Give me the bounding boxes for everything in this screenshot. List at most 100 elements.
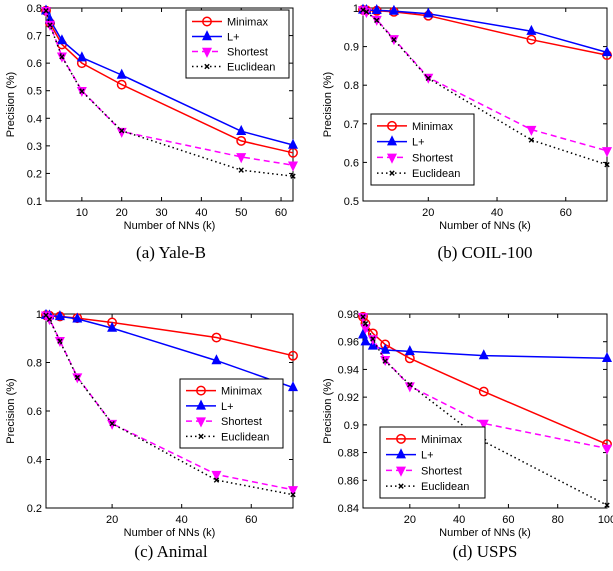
- data-point: [382, 358, 388, 364]
- data-point: [236, 124, 247, 135]
- legend-marker: [396, 433, 406, 444]
- data-point: [43, 8, 49, 14]
- legend-label: Minimax: [421, 434, 462, 446]
- x-tick-label: 100: [598, 514, 613, 526]
- data-point: [478, 386, 489, 397]
- panel-caption: (d) USPS: [453, 542, 518, 561]
- legend-marker: [196, 385, 206, 396]
- data-point: [211, 470, 222, 481]
- legend-marker: [201, 30, 213, 41]
- data-point: [57, 338, 63, 344]
- data-point: [107, 419, 118, 430]
- y-tick-label: 0.98: [338, 309, 359, 321]
- data-point: [79, 88, 85, 94]
- data-point: [288, 350, 298, 361]
- y-tick-label: 0.9: [344, 42, 359, 54]
- y-tick-label: 0.92: [338, 392, 359, 404]
- data-point: [360, 335, 371, 346]
- legend: Minimax L+ Shortest Euclidean: [379, 426, 486, 499]
- x-tick-label: 30: [155, 207, 167, 219]
- y-tick-label: 0.9: [344, 420, 359, 432]
- data-point: [526, 34, 537, 45]
- data-point: [357, 328, 369, 339]
- data-point: [526, 24, 537, 35]
- data-point: [107, 321, 118, 332]
- legend-label: Shortest: [412, 152, 453, 164]
- data-point: [370, 336, 376, 342]
- legend-marker: [395, 466, 407, 477]
- data-point: [287, 161, 299, 172]
- x-axis-label: Number of NNs (k): [439, 220, 531, 232]
- legend-marker: [386, 135, 398, 146]
- legend-label: L+: [412, 137, 425, 149]
- data-point: [360, 314, 366, 320]
- panel-caption: (a) Yale-B: [136, 243, 206, 262]
- data-point: [116, 127, 127, 138]
- x-tick-label: 80: [552, 514, 564, 526]
- y-axis-label: Precision (%): [322, 72, 334, 137]
- x-tick-label: 40: [491, 207, 503, 219]
- legend-label: L+: [221, 401, 234, 413]
- data-point: [211, 332, 222, 343]
- x-tick-label: 60: [245, 514, 257, 526]
- y-tick-label: 1: [353, 3, 359, 15]
- legend-label: Euclidean: [421, 481, 469, 493]
- y-tick-label: 0.86: [338, 475, 359, 487]
- data-point: [478, 419, 489, 430]
- data-point: [76, 51, 87, 62]
- legend-label: Shortest: [421, 465, 462, 477]
- plot-frame: [362, 313, 608, 509]
- legend: Minimax L+ Shortest Euclidean: [185, 9, 290, 79]
- data-point: [425, 75, 431, 81]
- x-tick-label: 40: [453, 514, 465, 526]
- x-tick-label: 20: [422, 207, 434, 219]
- panel-caption: (b) COIL-100: [438, 243, 533, 262]
- data-point: [238, 167, 244, 173]
- data-point: [362, 321, 369, 327]
- data-point: [54, 310, 65, 321]
- y-tick-label: 0.7: [344, 119, 359, 131]
- legend-marker: [204, 63, 210, 70]
- data-point: [236, 153, 247, 164]
- y-axis-label: Precision (%): [5, 378, 17, 443]
- data-point: [601, 46, 613, 57]
- y-tick-label: 1: [36, 309, 42, 321]
- legend-marker: [398, 483, 404, 489]
- y-tick-label: 0.94: [338, 364, 359, 376]
- legend-label: Shortest: [221, 416, 262, 428]
- y-tick-label: 0.88: [338, 448, 359, 460]
- y-tick-label: 0.4: [27, 113, 42, 125]
- x-tick-label: 10: [76, 207, 88, 219]
- y-tick-label: 0.2: [27, 168, 42, 180]
- data-point: [43, 312, 49, 318]
- legend-label: Minimax: [412, 121, 453, 133]
- data-point: [213, 477, 220, 483]
- y-axis-label: Precision (%): [322, 378, 334, 443]
- chart-panel: 10 20 30 40 50 60 0.1 0.2 0.3 0.4 0.5 0.6 0.7 0.8 Numb…: [5, 3, 299, 262]
- panel-caption: (c) Animal: [134, 542, 207, 561]
- data-point: [46, 316, 53, 323]
- legend-marker: [195, 417, 207, 428]
- data-point: [601, 352, 613, 363]
- legend: Minimax L+ Shortest Euclidean: [179, 378, 284, 449]
- legend-marker: [202, 16, 212, 27]
- x-tick-label: 20: [404, 514, 416, 526]
- legend-marker: [387, 120, 397, 131]
- x-tick-label: 20: [106, 514, 118, 526]
- data-point: [423, 7, 434, 18]
- x-tick-label: 60: [560, 207, 572, 219]
- data-point: [388, 4, 399, 15]
- data-point: [363, 9, 370, 15]
- data-point: [601, 147, 613, 158]
- data-point: [74, 374, 81, 381]
- data-point: [116, 68, 127, 79]
- legend-label: Euclidean: [227, 62, 275, 74]
- y-tick-label: 0.6: [27, 58, 42, 70]
- y-tick-label: 0.84: [338, 503, 359, 515]
- series-group: [40, 308, 299, 498]
- legend-label: Shortest: [227, 47, 268, 59]
- data-point: [236, 135, 247, 146]
- x-axis-label: Number of NNs (k): [124, 527, 216, 539]
- legend-label: Euclidean: [221, 431, 269, 443]
